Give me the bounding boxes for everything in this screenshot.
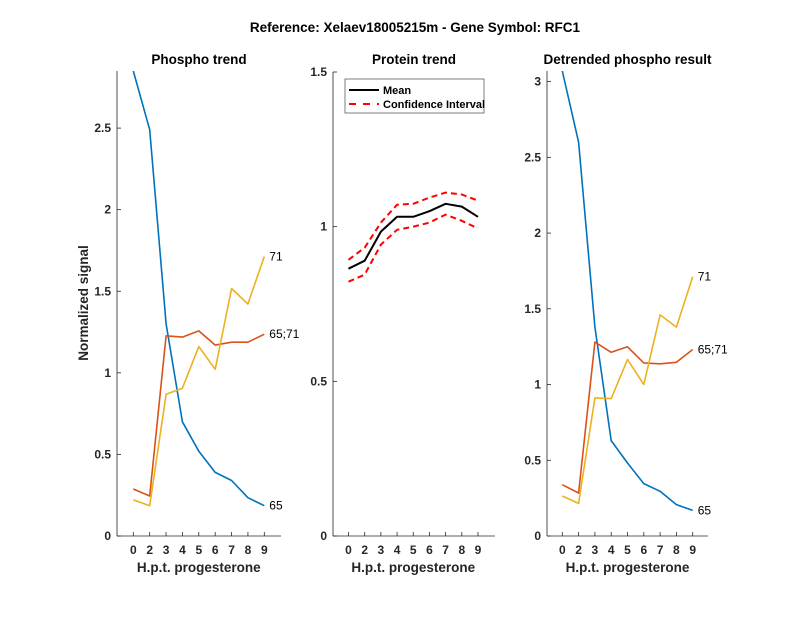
series-end-label: 65;71 — [698, 343, 728, 357]
y-tick-label: 1 — [104, 366, 111, 380]
panel-title: Detrended phospho result — [543, 52, 712, 67]
x-tick-label: 9 — [261, 543, 268, 557]
x-tick-label: 2 — [146, 543, 153, 557]
panel-title: Protein trend — [372, 52, 456, 67]
x-tick-label: 7 — [442, 543, 449, 557]
y-tick-label: 0 — [104, 529, 111, 543]
series-line-65-71 — [132, 330, 265, 497]
x-tick-label: 6 — [212, 543, 219, 557]
y-axis-label: Normalized signal — [76, 245, 91, 361]
x-tick-label: 2 — [361, 543, 368, 557]
series-end-label: 65 — [698, 503, 712, 517]
x-tick-label: 5 — [624, 543, 631, 557]
x-tick-label: 3 — [592, 543, 599, 557]
figure-suptitle: Reference: Xelaev18005215m - Gene Symbol… — [250, 20, 581, 35]
series-end-label: 71 — [698, 270, 712, 284]
y-tick-label: 0 — [320, 529, 327, 543]
y-tick-label: 1.5 — [524, 302, 541, 316]
series-end-label: 65 — [269, 499, 283, 513]
y-tick-label: 0.5 — [94, 447, 111, 461]
x-tick-label: 9 — [689, 543, 696, 557]
x-tick-label: 5 — [195, 543, 202, 557]
y-tick-label: 0.5 — [524, 453, 541, 467]
y-tick-label: 1.5 — [94, 284, 111, 298]
y-tick-label: 1 — [320, 220, 327, 234]
x-tick-label: 8 — [673, 543, 680, 557]
series-line-71 — [561, 276, 694, 505]
x-tick-label: 0 — [130, 543, 137, 557]
x-tick-label: 3 — [163, 543, 170, 557]
x-axis-label: H.p.t. progesterone — [137, 560, 261, 575]
y-tick-label: 2.5 — [94, 121, 111, 135]
x-tick-label: 8 — [458, 543, 465, 557]
series-end-label: 65;71 — [269, 327, 299, 341]
x-axis-label: H.p.t. progesterone — [351, 560, 475, 575]
series-line-71 — [133, 256, 266, 507]
series-line-65 — [132, 71, 265, 507]
x-tick-label: 0 — [345, 543, 352, 557]
series-line-confidence-interval — [347, 191, 479, 261]
x-tick-label: 4 — [394, 543, 401, 557]
legend-label-ci: Confidence Interval — [383, 99, 485, 111]
legend: Mean Confidence Interval — [344, 78, 485, 114]
x-tick-label: 6 — [426, 543, 433, 557]
x-tick-label: 4 — [179, 543, 186, 557]
panel-title: Phospho trend — [151, 52, 246, 67]
y-tick-label: 3 — [534, 75, 541, 89]
x-tick-label: 0 — [559, 543, 566, 557]
y-tick-label: 2 — [104, 203, 111, 217]
y-tick-label: 1.5 — [310, 65, 327, 79]
series-end-label: 71 — [269, 250, 283, 264]
x-tick-label: 7 — [228, 543, 235, 557]
y-tick-label: 2 — [534, 226, 541, 240]
x-axis-label: H.p.t. progesterone — [566, 560, 690, 575]
x-tick-label: 6 — [640, 543, 647, 557]
x-tick-label: 8 — [245, 543, 252, 557]
y-tick-label: 0 — [534, 529, 541, 543]
x-tick-label: 4 — [608, 543, 615, 557]
y-tick-label: 0.5 — [310, 374, 327, 388]
legend-box — [344, 78, 485, 114]
series-line-65 — [561, 71, 693, 512]
series-line-mean — [348, 202, 479, 270]
series-line-65-71 — [561, 341, 694, 494]
x-tick-label: 7 — [657, 543, 664, 557]
legend-label-mean: Mean — [383, 85, 411, 97]
series-line-confidence-interval-lower- — [348, 213, 479, 283]
y-tick-label: 2.5 — [524, 150, 541, 164]
x-tick-label: 5 — [410, 543, 417, 557]
x-tick-label: 3 — [378, 543, 385, 557]
x-tick-label: 2 — [575, 543, 582, 557]
y-tick-label: 1 — [534, 378, 541, 392]
x-tick-label: 9 — [475, 543, 482, 557]
